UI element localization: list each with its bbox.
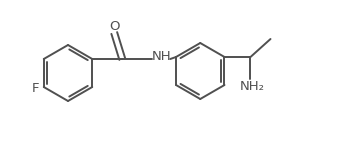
- Text: F: F: [31, 82, 39, 95]
- Text: NH: NH: [152, 51, 171, 63]
- Text: NH₂: NH₂: [240, 79, 265, 92]
- Text: O: O: [109, 19, 119, 32]
